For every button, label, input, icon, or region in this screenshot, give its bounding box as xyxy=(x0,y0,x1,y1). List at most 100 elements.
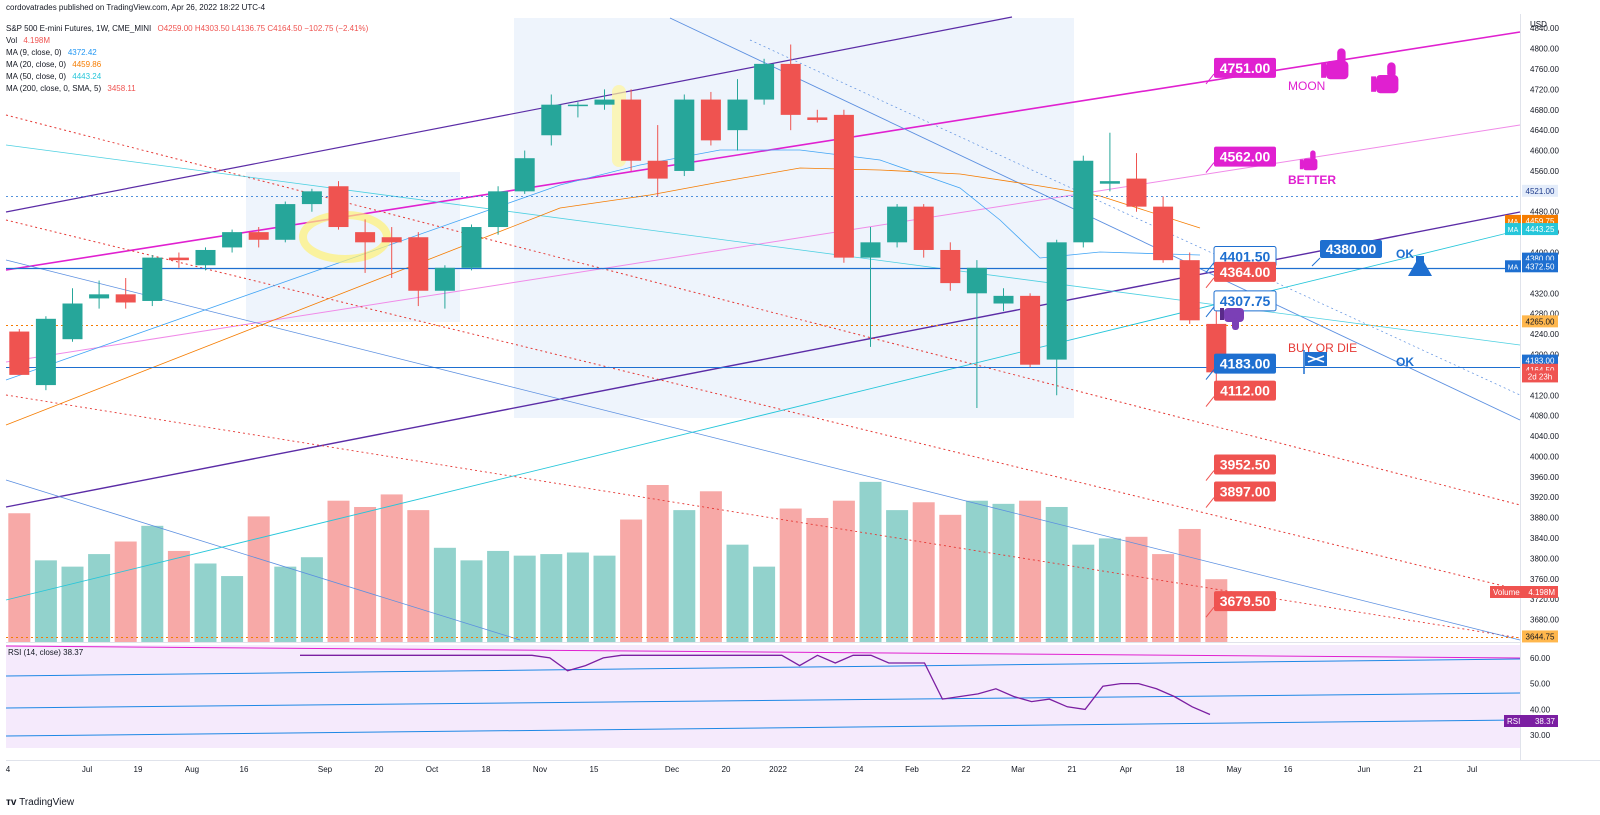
price-label-pointer xyxy=(1205,470,1215,481)
published-line: cordovatrades published on TradingView.c… xyxy=(6,3,266,12)
annotation-ok-1: OK xyxy=(1396,247,1414,261)
candle xyxy=(9,329,30,375)
volume-bar xyxy=(8,513,31,642)
price-label: 4307.75 xyxy=(1205,290,1277,318)
ma50-line xyxy=(5,144,1521,346)
candle xyxy=(488,186,509,235)
price-label-text: 3679.50 xyxy=(1220,593,1271,609)
x-tick-label: 18 xyxy=(1176,765,1185,774)
x-tick-label: Jul xyxy=(82,765,92,774)
axis-tag-label: 3644.75 xyxy=(1526,632,1555,641)
axis-tag-prefix: MA xyxy=(1508,264,1519,271)
volume-bar xyxy=(753,566,776,642)
candle-body xyxy=(62,303,83,340)
candle-body xyxy=(168,257,189,261)
candle xyxy=(434,265,455,309)
y-tick-label: 3840.00 xyxy=(1530,534,1559,543)
y-tick-label: 4120.00 xyxy=(1530,391,1559,400)
ma9-value: 4372.42 xyxy=(67,48,97,57)
y-tick-label: 4680.00 xyxy=(1530,106,1559,115)
price-label-box xyxy=(1214,454,1276,475)
axis-tag-bg xyxy=(1522,315,1558,328)
candle xyxy=(674,94,695,177)
candle xyxy=(301,188,322,212)
annotation-moon: MOON xyxy=(1288,79,1325,93)
ma9-label: MA (9, close, 0) xyxy=(6,48,62,57)
price-label-pointer xyxy=(1205,497,1215,508)
volume-bar xyxy=(247,516,270,642)
volume-bar xyxy=(433,547,456,642)
axis-tag-label: 4443.25 xyxy=(1526,225,1555,234)
axis-tag-bg xyxy=(1522,184,1558,197)
candle xyxy=(807,109,828,123)
x-tick-label: 16 xyxy=(240,765,249,774)
volume-bar xyxy=(354,506,377,642)
candle-body xyxy=(621,99,642,161)
candle-body xyxy=(408,237,429,291)
ma20-line: MA (20, close, 0) 4459.86 xyxy=(6,60,101,69)
candle-body xyxy=(833,114,854,258)
axis-tag-bg xyxy=(1522,630,1558,643)
x-tick-label: 22 xyxy=(962,765,971,774)
y-tick-label: 4640.00 xyxy=(1530,126,1559,135)
y-tick-label: 4280.00 xyxy=(1530,310,1559,319)
candle-body xyxy=(780,63,801,115)
candle-body xyxy=(567,104,588,107)
y-tick-label: 4560.00 xyxy=(1530,167,1559,176)
candle xyxy=(594,89,615,110)
candle-body xyxy=(275,204,296,240)
label-4380-box xyxy=(1320,240,1382,258)
volume-bar xyxy=(540,554,563,642)
axis-tag-prefix: MA xyxy=(1508,227,1519,234)
price-label: 3952.50 xyxy=(1205,454,1276,481)
rsi-trend-3 xyxy=(5,719,1521,737)
volume-bar xyxy=(141,525,164,642)
x-tick-label: 24 xyxy=(855,765,864,774)
price-label: 4112.00 xyxy=(1205,380,1276,407)
candle-body xyxy=(35,318,56,386)
candle xyxy=(940,242,961,291)
price-label-text: 4307.75 xyxy=(1220,293,1271,309)
price-label-box xyxy=(1214,146,1276,167)
price-label-text: 4401.50 xyxy=(1220,249,1271,265)
tradingview-logo[interactable]: ᴛᴠ TradingView xyxy=(6,797,74,808)
label-4380-pointer xyxy=(1311,257,1321,267)
candle xyxy=(115,278,136,309)
ma50-value: 4443.24 xyxy=(72,72,102,81)
candle xyxy=(1020,293,1041,368)
flag-icon xyxy=(1303,350,1327,374)
thumbs-up-thumb xyxy=(1310,150,1316,161)
y-tick-label: 4000.00 xyxy=(1530,452,1559,461)
x-tick-label: 16 xyxy=(1284,765,1293,774)
price-label-box xyxy=(1214,591,1276,612)
candle-body xyxy=(434,267,455,291)
candle-body xyxy=(966,267,987,294)
ma20-label: MA (20, close, 0) xyxy=(6,60,67,69)
candle-body xyxy=(1126,178,1147,207)
volume-bar xyxy=(114,541,137,642)
y-tick-label: 4840.00 xyxy=(1530,24,1559,33)
annotation-better: BETTER xyxy=(1288,173,1336,187)
price-label-box xyxy=(1214,57,1276,78)
y-tick-label: 4760.00 xyxy=(1530,65,1559,74)
price-label-pointer xyxy=(1205,162,1215,173)
axis-tag-bg xyxy=(1522,370,1558,383)
candle-body xyxy=(328,186,349,228)
price-label: 4562.00 xyxy=(1205,146,1276,173)
y-tick-label: 4600.00 xyxy=(1530,147,1559,156)
candle xyxy=(461,224,482,271)
price-label-text: 4751.00 xyxy=(1220,60,1271,76)
candle xyxy=(913,204,934,258)
tv-brand: TradingView xyxy=(19,797,75,808)
trendline-red-dotted-3 xyxy=(5,394,1521,639)
volume-bar xyxy=(593,555,616,642)
candle xyxy=(89,280,110,309)
candle xyxy=(966,260,987,409)
candle xyxy=(833,109,854,263)
candle-body xyxy=(674,99,695,171)
price-label-pointer xyxy=(1205,606,1215,618)
candle xyxy=(222,229,243,253)
candle-body xyxy=(754,63,775,100)
candle-body xyxy=(115,294,136,303)
